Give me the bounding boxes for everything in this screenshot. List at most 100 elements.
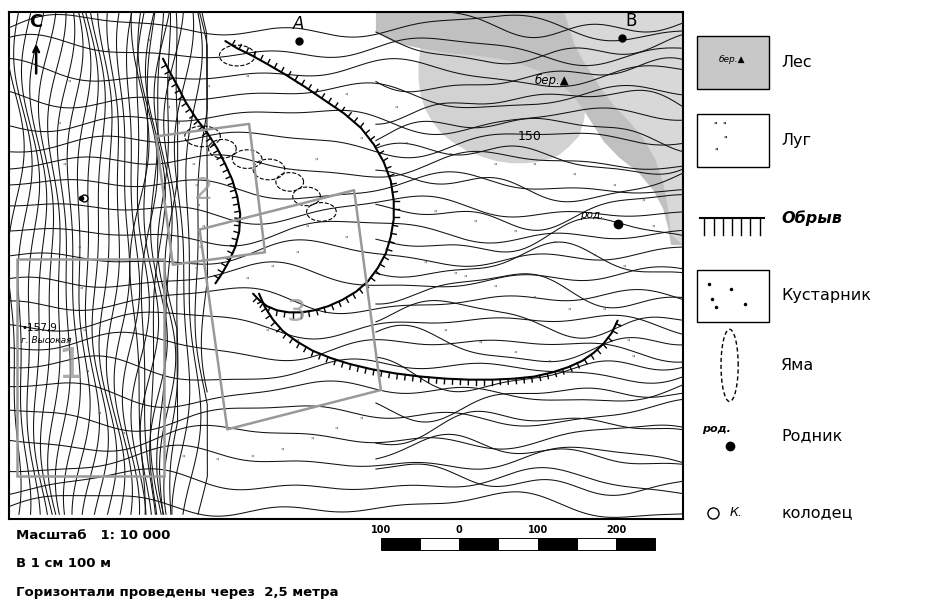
Text: ": " (493, 163, 496, 172)
Polygon shape (564, 12, 683, 245)
Text: ": " (723, 136, 727, 145)
Text: ": " (57, 121, 60, 130)
Text: ": " (82, 329, 86, 338)
Text: ": " (433, 210, 437, 219)
Text: 100: 100 (370, 525, 391, 535)
Text: ": " (642, 199, 645, 208)
Text: К.: К. (730, 506, 742, 519)
Text: род.: род. (702, 425, 731, 434)
Text: ": " (473, 220, 477, 229)
Text: бер.▲: бер.▲ (535, 74, 570, 86)
Text: 150: 150 (517, 130, 542, 143)
Text: ": " (463, 275, 467, 284)
Text: ": " (572, 173, 576, 182)
Text: ": " (552, 240, 556, 249)
Text: ": " (186, 142, 189, 151)
Text: ": " (593, 254, 595, 263)
Text: ": " (479, 341, 481, 350)
Text: ": " (359, 137, 363, 146)
Text: ": " (404, 142, 407, 151)
Text: ": " (97, 411, 100, 420)
Text: ": " (166, 106, 170, 115)
Bar (616, 538, 656, 550)
Text: ": " (62, 163, 66, 172)
Text: ": " (632, 355, 635, 364)
Text: 0: 0 (456, 525, 463, 535)
Bar (17, 259, 164, 476)
Text: ": " (122, 432, 125, 441)
Text: ": " (444, 329, 447, 338)
Bar (577, 538, 616, 550)
Text: Обрыв: Обрыв (781, 210, 842, 226)
Text: Яма: Яма (781, 358, 815, 373)
Text: Родник: Родник (781, 428, 842, 443)
Bar (381, 538, 420, 550)
Text: ": " (251, 455, 253, 464)
Text: А: А (293, 14, 304, 33)
Text: Горизонтали проведены через  2,5 метра: Горизонтали проведены через 2,5 метра (16, 586, 338, 599)
Text: ": " (146, 39, 150, 48)
Text: ": " (295, 251, 299, 260)
Text: ": " (602, 308, 606, 317)
Text: ": " (245, 277, 249, 286)
Text: ": " (547, 359, 551, 368)
Text: ": " (345, 92, 348, 101)
Text: ": " (196, 204, 200, 213)
Bar (538, 538, 577, 550)
Text: ": " (181, 455, 185, 464)
Text: ": " (512, 352, 516, 361)
Text: род.: род. (580, 210, 604, 220)
Text: ": " (626, 339, 630, 348)
Text: ": " (384, 248, 387, 257)
Text: ": " (67, 80, 71, 89)
Text: В: В (625, 11, 637, 30)
Text: ": " (448, 153, 452, 161)
Text: Лес: Лес (781, 55, 812, 70)
Text: ": " (194, 184, 198, 193)
Text: С: С (29, 13, 42, 31)
Text: 200: 200 (606, 525, 626, 535)
Text: ": " (622, 265, 625, 274)
Text: ": " (532, 163, 536, 172)
Text: бер.▲: бер.▲ (719, 56, 745, 64)
Text: ": " (652, 225, 655, 234)
Text: 100: 100 (528, 525, 548, 535)
Text: ": " (345, 236, 348, 245)
Text: ": " (394, 106, 398, 115)
Text: ": " (295, 82, 299, 91)
Text: ": " (245, 75, 249, 84)
Polygon shape (376, 12, 683, 245)
Text: 3: 3 (287, 298, 306, 327)
Polygon shape (418, 12, 586, 163)
Text: ": " (205, 85, 209, 94)
Text: "  ": " " (714, 122, 726, 131)
Text: Луг: Луг (781, 133, 811, 148)
Text: г. Высокая: г. Высокая (22, 336, 72, 345)
Text: ": " (77, 246, 80, 255)
Text: ": " (305, 225, 308, 234)
Bar (460, 538, 498, 550)
Text: ": " (512, 230, 516, 239)
Text: ": " (315, 158, 318, 167)
Text: ": " (295, 339, 299, 348)
Text: ": " (493, 285, 496, 294)
Text: ": " (334, 427, 338, 436)
Text: 1: 1 (57, 345, 84, 387)
Text: ": " (567, 308, 571, 317)
Text: Масштаб   1: 10 000: Масштаб 1: 10 000 (16, 529, 171, 542)
Text: Кустарник: Кустарник (781, 289, 871, 303)
Text: ": " (194, 266, 198, 275)
Text: ": " (216, 458, 219, 467)
Text: •157,9: •157,9 (22, 323, 57, 333)
Text: ": " (79, 287, 83, 296)
Bar (697, 36, 770, 89)
Bar (498, 538, 538, 550)
Text: ": " (532, 295, 536, 304)
Text: ": " (612, 184, 615, 193)
Text: ": " (191, 163, 194, 172)
Text: ": " (152, 448, 154, 457)
Text: колодец: колодец (781, 505, 853, 520)
Bar (420, 538, 460, 550)
Text: В 1 см 100 м: В 1 см 100 м (16, 557, 111, 570)
Text: ": " (280, 448, 284, 457)
